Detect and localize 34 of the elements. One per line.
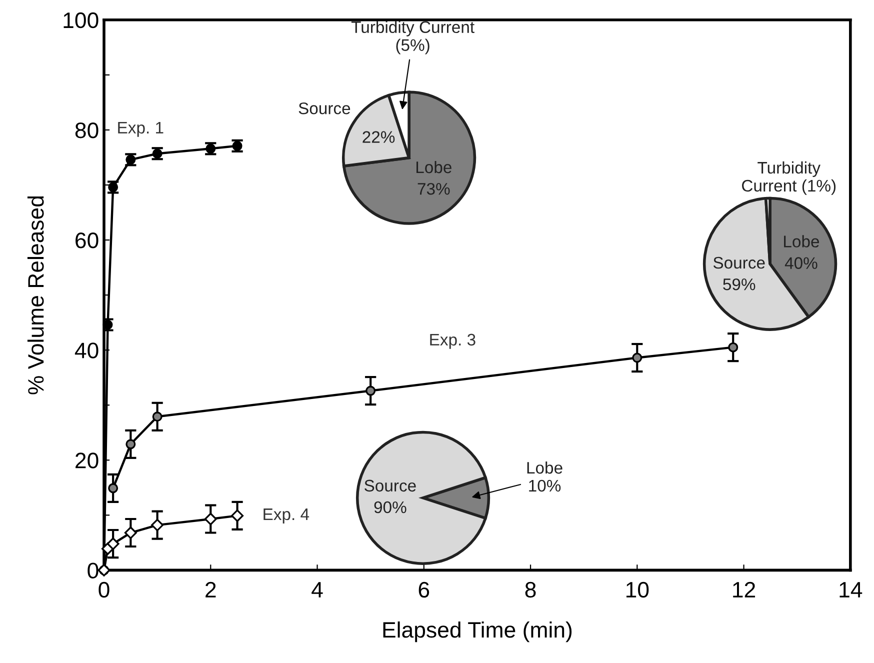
x-axis-title: Elapsed Time (min) <box>383 621 572 642</box>
x-tick-label: 6 <box>418 582 430 598</box>
x-tick-label: 8 <box>525 582 536 598</box>
data-label: 59% <box>723 278 756 290</box>
y-tick-label: 40 <box>74 342 98 358</box>
data-label: 90% <box>374 501 406 514</box>
x-tick-label: 14 <box>840 582 862 598</box>
x-tick-label: 10 <box>626 582 649 598</box>
slice-label: Lobe <box>527 461 562 474</box>
slice-label: Turbidity Current <box>351 20 474 36</box>
x-tick-label: 0 <box>98 582 110 598</box>
slice-label: Lobe <box>784 235 820 248</box>
data-label: 73% <box>418 182 450 195</box>
data-label: 22% <box>362 131 395 143</box>
y-tick-label: 20 <box>76 452 98 468</box>
y-tick-label: 60 <box>76 232 98 248</box>
y-axis-title: % Volume Released <box>27 196 44 394</box>
x-tick-label: 4 <box>312 582 323 598</box>
x-tick-label: 12 <box>733 582 756 598</box>
slice-label: Source <box>364 480 416 492</box>
data-label: (5%) <box>396 38 430 54</box>
y-tick-label: 100 <box>64 12 98 28</box>
y-tick-label: 80 <box>75 122 98 138</box>
series-label: Exp. 1 <box>118 122 164 137</box>
slice-label: Source <box>713 256 765 269</box>
slice-label: Turbidity Current (1%) <box>742 161 836 195</box>
y-tick-label: 0 <box>88 562 98 578</box>
slice-label: Source <box>298 102 350 114</box>
x-tick-label: 2 <box>206 582 216 598</box>
series-label: Exp. 4 <box>264 508 310 524</box>
data-label: 40% <box>784 257 818 269</box>
data-label: 10% <box>529 480 561 492</box>
series-label: Exp. 3 <box>430 334 476 349</box>
slice-label: Lobe <box>416 160 452 174</box>
